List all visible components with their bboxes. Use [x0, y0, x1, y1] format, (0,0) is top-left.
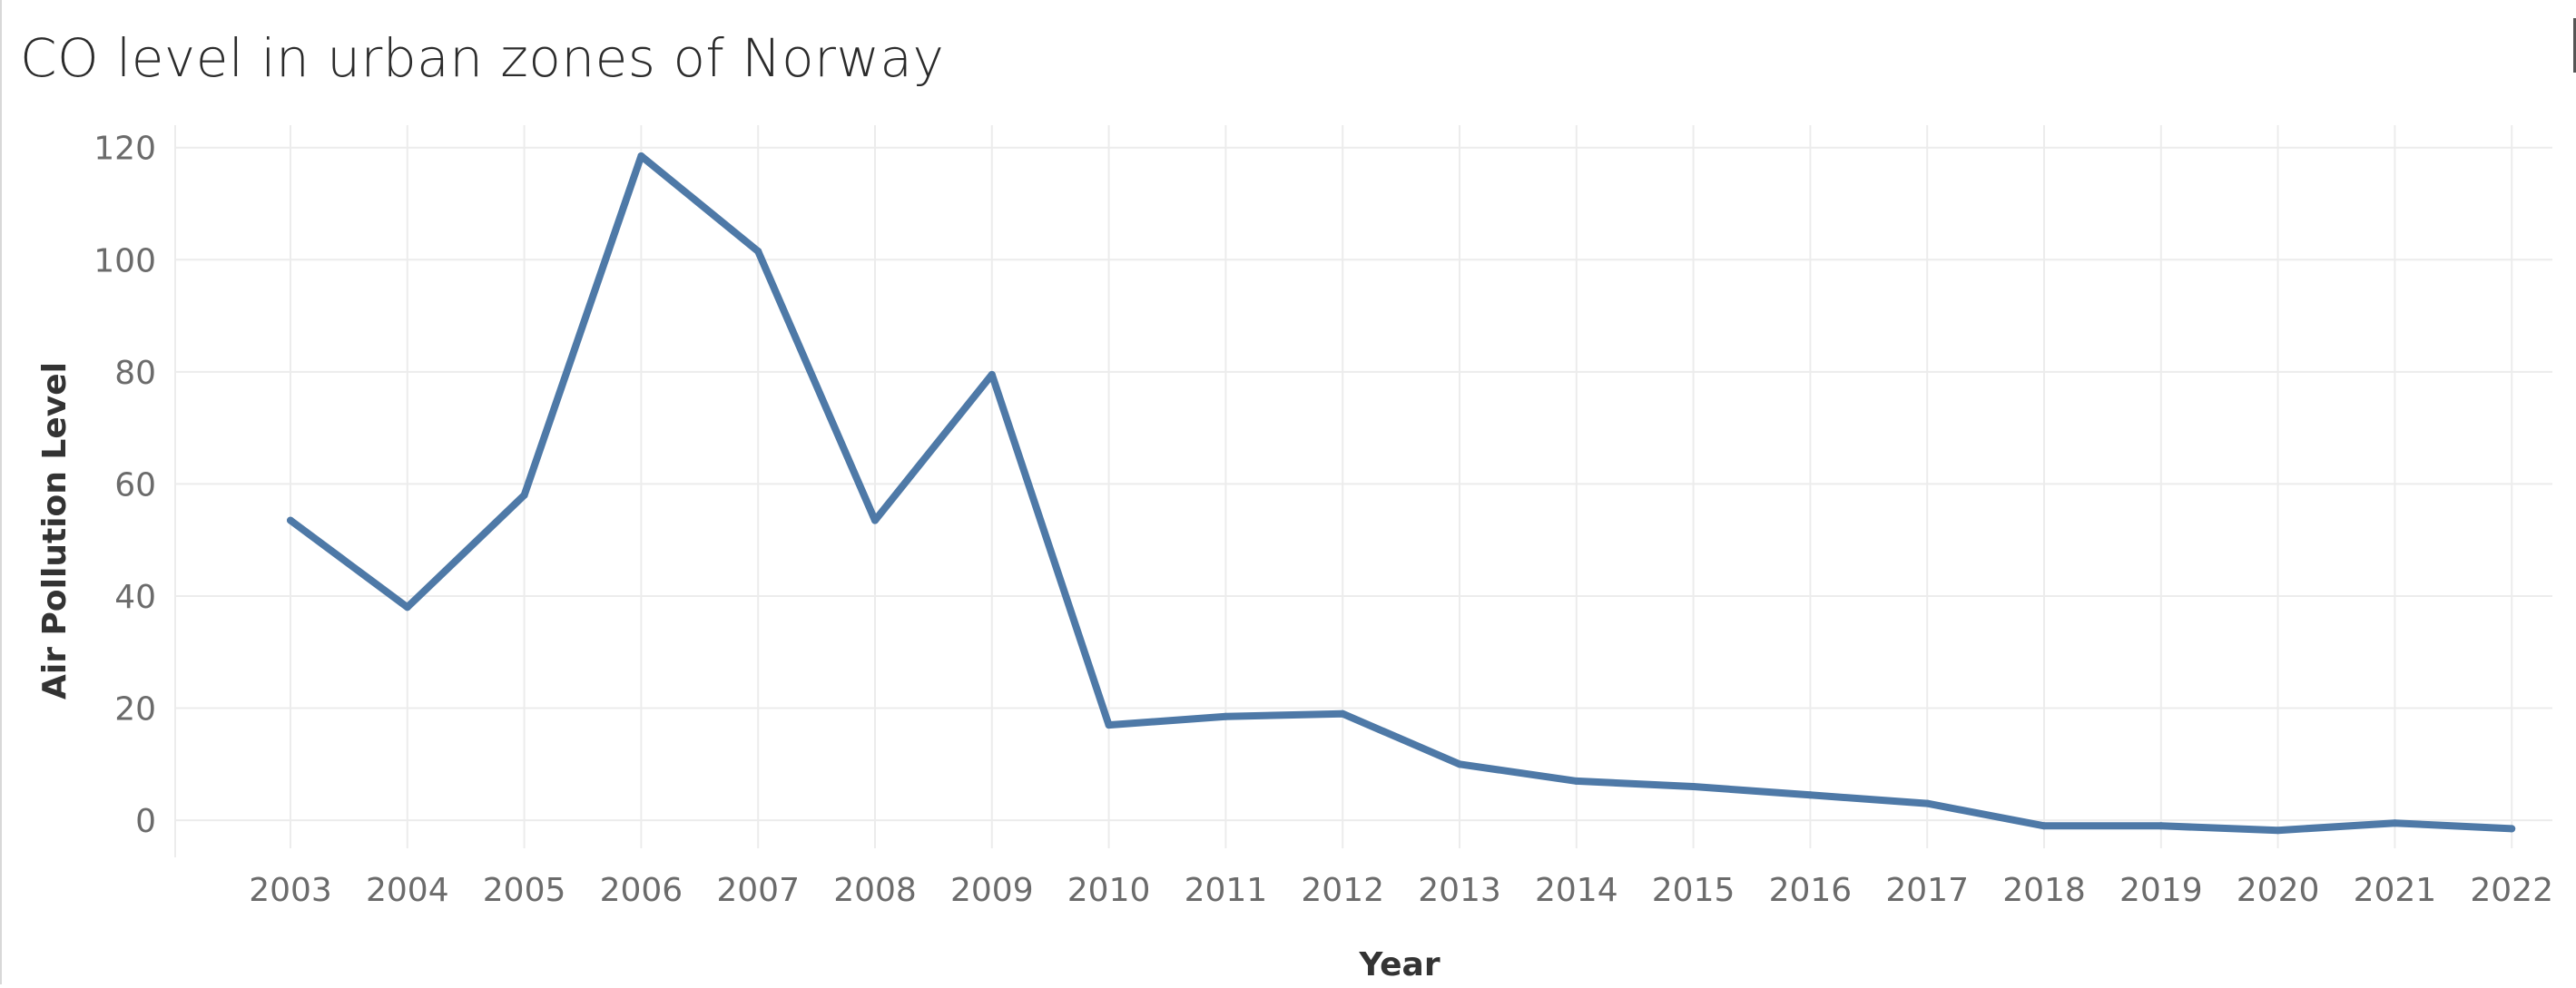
x-tick-label: 2007	[716, 872, 800, 909]
data-point	[2391, 819, 2399, 827]
y-tick-label: 60	[114, 466, 156, 504]
x-tick-label: 2015	[1652, 872, 1735, 909]
window-edge	[2573, 18, 2576, 73]
x-tick-label: 2006	[600, 872, 683, 909]
data-point	[1572, 777, 1580, 785]
data-point	[871, 516, 879, 524]
y-tick-layer: 0 20 40 60 80 100 120	[93, 131, 156, 840]
x-tick-label: 2011	[1185, 872, 1268, 909]
data-point	[403, 603, 411, 611]
y-tick-label: 20	[114, 691, 156, 729]
x-axis-title: Year	[1358, 946, 1440, 983]
x-tick-label: 2019	[2119, 872, 2203, 909]
grid-layer	[174, 125, 2552, 857]
data-point	[988, 370, 996, 378]
x-tick-label: 2009	[950, 872, 1034, 909]
x-tick-label: 2010	[1067, 872, 1151, 909]
data-point	[754, 248, 762, 256]
y-tick-label: 120	[93, 131, 156, 168]
data-point	[1689, 783, 1697, 791]
x-tick-label: 2018	[2002, 872, 2086, 909]
data-point	[1222, 712, 1230, 720]
chart-title: CO level in urban zones of Norway	[20, 27, 945, 89]
x-tick-label: 2008	[833, 872, 917, 909]
data-point	[1923, 799, 1932, 807]
x-tick-label: 2022	[2470, 872, 2553, 909]
x-tick-label: 2003	[249, 872, 332, 909]
x-tick-label: 2013	[1418, 872, 1501, 909]
x-tick-label: 2005	[483, 872, 566, 909]
data-point	[2157, 822, 2165, 830]
x-tick-label: 2017	[1885, 872, 1969, 909]
data-point	[637, 152, 645, 160]
x-tick-label: 2014	[1535, 872, 1618, 909]
y-tick-label: 0	[135, 803, 156, 840]
x-tick-label: 2012	[1301, 872, 1384, 909]
data-point	[2040, 822, 2048, 830]
data-point	[2508, 825, 2516, 833]
x-tick-layer: 2003 2004 2005 2006 2007 2008 2009 2010 2011 2012…	[249, 872, 2553, 909]
data-point	[287, 516, 294, 524]
data-point	[520, 491, 528, 499]
left-border	[0, 0, 2, 984]
data-point	[1339, 709, 1347, 718]
x-tick-label: 2016	[1769, 872, 1853, 909]
data-point	[1806, 791, 1814, 799]
y-axis-title: Air Pollution Level	[36, 362, 74, 699]
data-point	[1456, 760, 1463, 768]
y-tick-label: 40	[114, 579, 156, 616]
y-tick-label: 100	[93, 242, 156, 279]
data-point	[1105, 721, 1113, 729]
data-point	[2274, 827, 2282, 835]
x-tick-label: 2004	[366, 872, 449, 909]
series-layer	[287, 152, 2516, 835]
x-tick-label: 2021	[2354, 872, 2437, 909]
y-tick-label: 80	[114, 355, 156, 392]
x-tick-label: 2020	[2237, 872, 2320, 909]
series-line	[287, 152, 2516, 835]
